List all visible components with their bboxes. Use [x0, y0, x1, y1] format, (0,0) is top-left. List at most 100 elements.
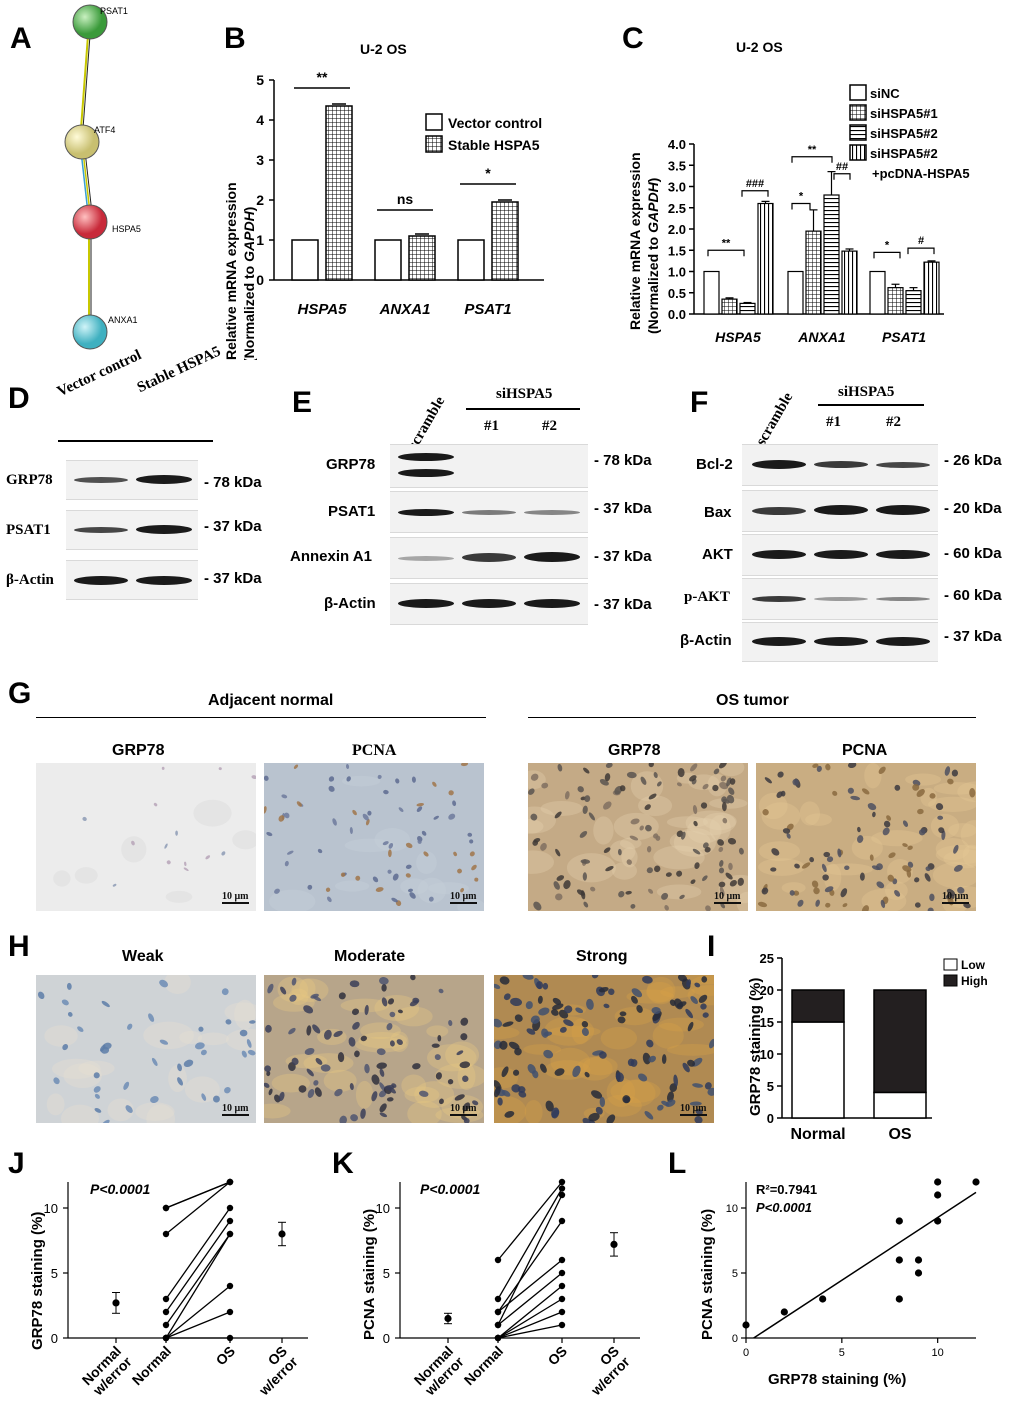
cell-nucleus [969, 788, 976, 798]
cell-nucleus [274, 888, 280, 894]
cell-nucleus [581, 1021, 589, 1028]
cell-nucleus [291, 1057, 299, 1066]
tissue-texture [566, 853, 616, 883]
cell-nucleus [416, 806, 423, 812]
cell-nucleus [686, 979, 692, 988]
cell-nucleus [367, 810, 372, 816]
cell-nucleus [332, 818, 337, 826]
chart-k-point-os [558, 1191, 566, 1199]
cell-nucleus [821, 863, 827, 873]
tissue-texture [494, 1067, 519, 1089]
micro-g-os-pcna: 10 μm [756, 763, 976, 911]
cell-nucleus [850, 795, 861, 801]
chart-c-title: U-2 OS [736, 39, 783, 55]
tissue-texture [646, 981, 674, 1002]
cell-nucleus [93, 1072, 100, 1079]
cell-nucleus [102, 1042, 112, 1050]
blot-f-lane-3: #2 [886, 414, 901, 430]
cell-nucleus [642, 1052, 651, 1065]
cell-nucleus [782, 828, 791, 834]
micro-h-weak: 10 μm [36, 975, 256, 1123]
cell-nucleus [679, 894, 685, 900]
blot-f-lane-1: siHSPA5 [838, 384, 895, 400]
cell-nucleus [888, 852, 896, 859]
chart-c-bar [703, 270, 720, 315]
cell-nucleus [351, 1008, 360, 1016]
cell-nucleus [687, 1021, 694, 1032]
tissue-texture [540, 800, 583, 816]
tissue-texture [602, 1094, 642, 1117]
micro-h-label-2: Strong [576, 948, 628, 965]
cell-nucleus [438, 1098, 444, 1105]
chart-j-pair-line [165, 1233, 231, 1339]
cell-nucleus [448, 1020, 453, 1027]
cell-nucleus [702, 1012, 709, 1018]
cell-nucleus [646, 1039, 654, 1048]
chart-l-ylabel: PCNA staining (%) [699, 1209, 716, 1340]
tissue-texture [761, 802, 801, 830]
cell-nucleus [538, 1007, 550, 1016]
chart-i-xtick-label: OS [888, 1126, 911, 1143]
tissue-texture [823, 863, 842, 892]
cell-nucleus [823, 851, 831, 858]
cell-nucleus [175, 830, 178, 836]
cell-nucleus [694, 862, 700, 870]
blot-e-strip-3 [390, 583, 588, 625]
tissue-texture [935, 837, 970, 861]
chart-l-point [819, 1295, 827, 1303]
blot-f-underline [818, 404, 924, 406]
cell-nucleus [397, 1009, 403, 1014]
node-label-psat1: PSAT1 [100, 6, 128, 16]
cell-nucleus [542, 982, 549, 990]
chart-l-xtick-label: 10 [932, 1347, 944, 1359]
tissue-texture [416, 851, 437, 874]
cell-nucleus [545, 1100, 554, 1112]
cell-nucleus [392, 873, 399, 881]
cell-nucleus [472, 1100, 479, 1106]
cell-nucleus [278, 815, 285, 822]
chart-b-ytick-label: 2 [256, 192, 264, 208]
cell-nucleus [721, 796, 728, 803]
tissue-texture [457, 898, 484, 911]
cell-nucleus [694, 1115, 703, 1123]
group-line-right [528, 717, 976, 718]
cell-nucleus [944, 766, 951, 776]
cell-nucleus [338, 992, 346, 1000]
cell-nucleus [717, 839, 724, 846]
cell-nucleus [410, 975, 416, 981]
cell-nucleus [816, 765, 822, 772]
cell-nucleus [354, 1050, 360, 1058]
cell-nucleus [615, 1072, 624, 1082]
tissue-texture [427, 1044, 477, 1072]
cell-nucleus [320, 1064, 331, 1072]
cell-nucleus [842, 903, 848, 908]
cell-nucleus [364, 1063, 370, 1074]
cell-nucleus [306, 1068, 314, 1077]
panel-label-e: E [292, 386, 313, 419]
cell-nucleus [378, 1090, 387, 1098]
blot-f-row-3: p-AKT [684, 589, 730, 605]
cell-nucleus [705, 905, 711, 911]
cell-nucleus [293, 764, 299, 769]
cell-nucleus [797, 899, 804, 907]
cell-nucleus [409, 892, 416, 899]
chart-c-bar [905, 290, 922, 315]
cell-nucleus [388, 849, 392, 858]
cell-nucleus [626, 859, 632, 865]
cell-nucleus [469, 851, 475, 857]
cell-nucleus [526, 1028, 536, 1035]
node-psat1 [72, 4, 108, 40]
chart-i-bar-low [873, 1091, 927, 1119]
chart-j-xtick-label: OS [212, 1343, 238, 1369]
tissue-texture [426, 1025, 449, 1038]
cell-nucleus [707, 1087, 714, 1096]
cell-nucleus [362, 813, 369, 821]
cell-nucleus [564, 791, 570, 800]
cell-nucleus [638, 1073, 648, 1082]
blot-f-strip-0 [742, 444, 938, 486]
cell-nucleus [112, 883, 117, 887]
cell-nucleus [728, 787, 735, 795]
chart-l-point [780, 1308, 788, 1316]
cell-nucleus [82, 816, 87, 822]
cell-nucleus [433, 815, 439, 820]
